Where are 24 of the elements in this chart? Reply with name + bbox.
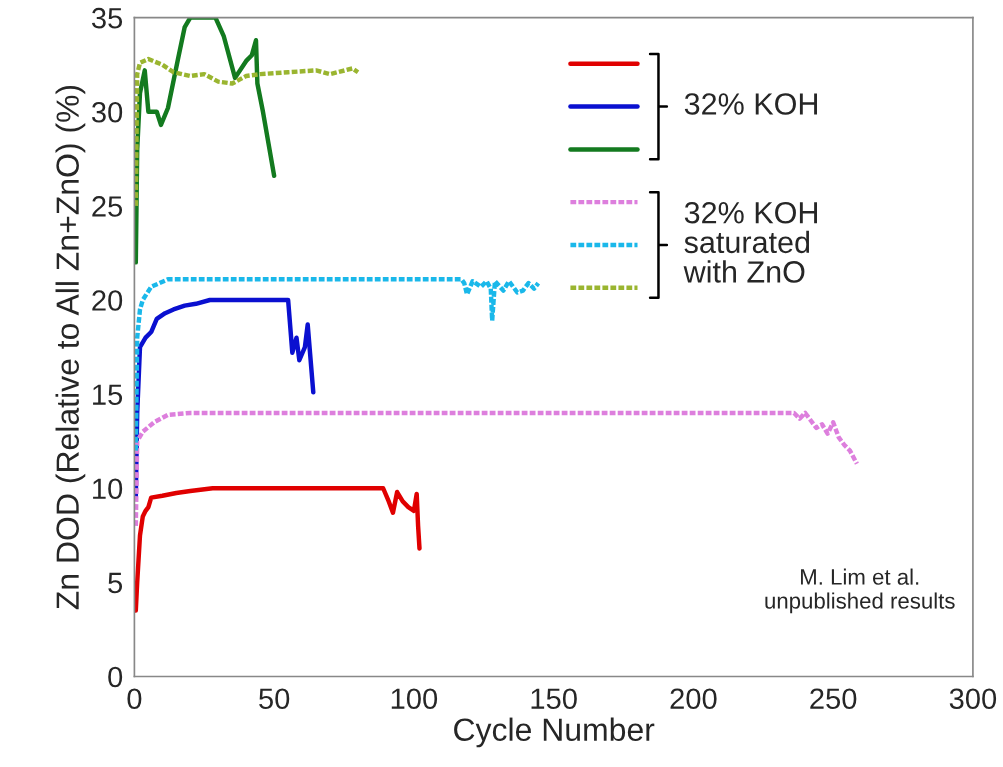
x-tick-label: 100 xyxy=(391,688,438,710)
line-series xyxy=(134,410,860,529)
annotation: 32% KOH saturated with ZnO xyxy=(683,201,817,283)
x-tick-label: 150 xyxy=(531,688,577,710)
y-tick-label: 15 xyxy=(93,384,123,405)
y-tick-label: 0 xyxy=(108,666,123,688)
annotation: 32% KOH xyxy=(684,93,817,115)
y-axis-title: Zn DOD (Relative to All Zn+ZnO) (%) xyxy=(55,85,86,610)
x-tick-label: 200 xyxy=(670,688,717,710)
y-tick-label: 25 xyxy=(92,196,123,217)
annotation: M. Lim et al. unpublished results xyxy=(765,568,955,614)
x-tick-label: 300 xyxy=(949,688,997,710)
x-tick-label: 0 xyxy=(127,688,142,710)
x-axis-title: Cycle Number xyxy=(454,717,655,748)
y-tick-label: 10 xyxy=(93,478,123,500)
y-tick-label: 5 xyxy=(108,572,123,594)
y-tick-label: 20 xyxy=(92,290,123,311)
line-series xyxy=(134,486,422,613)
y-tick-label: 30 xyxy=(91,101,123,123)
line-series xyxy=(134,277,541,453)
y-tick-label: 35 xyxy=(91,7,123,29)
x-tick-label: 250 xyxy=(810,688,857,710)
x-tick-label: 50 xyxy=(259,688,290,710)
line-series xyxy=(134,56,361,209)
